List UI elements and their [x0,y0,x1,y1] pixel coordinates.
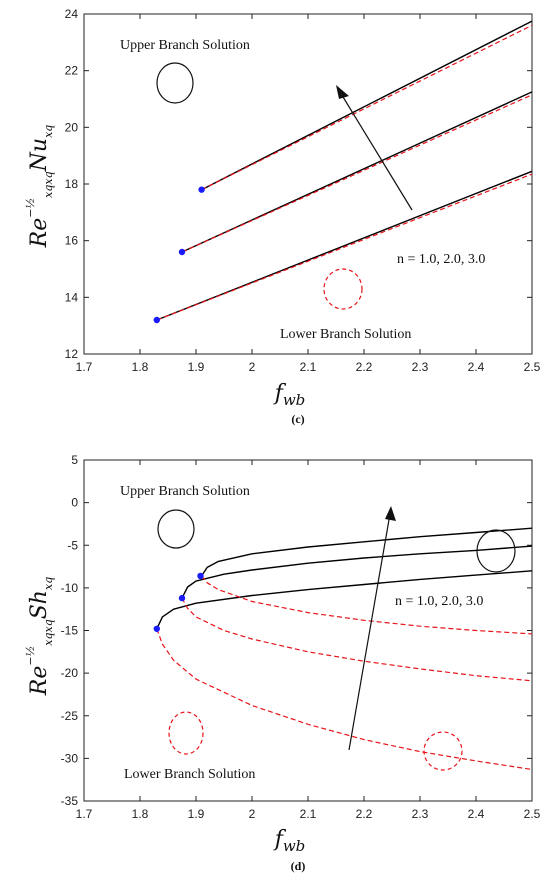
chart-panel-d: 1.7 1.8 1.9 2 2.1 2.2 2.3 2.4 2.5 -35 -30 -25 -20 -15… [24,453,541,873]
upper-branch-line [156,570,533,630]
x-tick-label: 2.4 [468,360,485,374]
plot-area-d [83,459,533,802]
y-label-re: Re [27,218,52,249]
y-label-sub: xqxq [42,171,55,198]
critical-point [153,625,160,632]
x-label-sub: wb [283,837,305,855]
upper-branch-marker [156,62,194,104]
y-tick-label: -5 [67,538,78,552]
annotation-group-d: Upper Branch Solution Lower Branch Solut… [120,484,516,782]
y-tick-label: -15 [61,624,79,638]
x-tick-label: 2.1 [300,360,317,374]
x-tick-label: 2.1 [300,807,317,821]
y-label-exp: −½ [24,646,37,666]
y-tick-label: 18 [65,177,79,191]
panel-caption-c: (c) [291,412,304,426]
y-tick-label: 14 [65,290,79,304]
y-axis-label-c: Re−½ xqxqNuxq [24,125,55,249]
lower-branch-line [156,173,533,321]
x-axis-label-c: fwb [273,381,306,409]
trend-arrow-head [336,85,349,99]
upper-branch-line [181,545,533,599]
lower-branch-line [181,597,533,682]
lower-branch-line [201,575,533,635]
x-tick-label: 1.8 [132,807,149,821]
y-label-nu: Nu [27,138,52,172]
x-tick-label: 1.8 [132,360,149,374]
y-tick-label: -10 [61,581,79,595]
x-tick-label: 1.7 [76,360,93,374]
lower-branch-line [201,24,533,191]
upper-branch-label: Upper Branch Solution [120,484,250,499]
x-tick-label: 2.5 [524,807,541,821]
x-tick-label: 1.9 [188,807,205,821]
annotation-group-c: Upper Branch Solution Lower Branch Solut… [120,38,485,342]
lower-branch-marker [168,711,204,755]
lower-branch-label: Lower Branch Solution [124,767,255,782]
upper-branch-label: Upper Branch Solution [120,38,250,53]
tick-group-c: 1.7 1.8 1.9 2 2.1 2.2 2.3 2.4 2.5 12 14 16 18 20 22 24 [65,7,541,374]
x-axis-label-d: fwb [273,827,306,855]
lower-branch-line [156,628,533,771]
n-values-label: n = 1.0, 2.0, 3.0 [397,252,485,267]
x-tick-label: 2.4 [468,807,485,821]
x-label-sub: wb [283,391,305,409]
trend-arrow [348,513,391,751]
x-tick-label: 2.3 [412,807,429,821]
y-tick-label: 16 [65,234,79,248]
x-tick-label: 1.9 [188,360,205,374]
plot-area-c [83,13,533,355]
y-tick-label: 0 [71,496,78,510]
lower-branch-marker-2 [423,731,463,771]
chart-panel-c: 1.7 1.8 1.9 2 2.1 2.2 2.3 2.4 2.512141618202224 … [24,7,541,426]
critical-point [178,248,186,256]
y-tick-label: 20 [65,120,79,134]
x-tick-label: 2.5 [524,360,541,374]
lower-branch-marker [323,268,363,310]
y-tick-label: -30 [61,751,79,765]
critical-point [197,572,204,580]
y-label-sub2: xq [42,125,55,138]
y-tick-label: 22 [65,64,79,78]
y-tick-label: 24 [65,7,79,21]
lower-branch-label: Lower Branch Solution [280,327,411,342]
x-tick-label: 2 [249,807,256,821]
y-tick-label: 12 [65,347,79,361]
upper-branch-line [201,20,533,191]
upper-branch-marker [157,509,195,549]
x-tick-label: 2.3 [412,360,429,374]
trend-arrow [339,91,413,211]
y-label-exp: −½ [24,198,37,218]
y-tick-label: -25 [61,709,79,723]
upper-branch-line [201,527,533,577]
critical-point [153,316,160,324]
svg-text:Re−½xqxqNuxq: Re−½ xqxqNuxq [24,125,55,249]
svg-text:Re−½xqxqShxq: Re−½ xqxqShxq [24,577,55,696]
y-tick-label: 5 [71,453,78,467]
tick-group-d: 1.7 1.8 1.9 2 2.1 2.2 2.3 2.4 2.5 -35 -30 -25 -20 -15… [61,453,541,821]
y-label-re: Re [27,666,52,697]
y-label-sub2: xq [42,577,55,590]
critical-point [198,186,205,193]
n-values-label: n = 1.0, 2.0, 3.0 [395,594,483,609]
upper-branch-marker-2 [476,529,516,573]
x-tick-label: 1.7 [76,807,93,821]
x-tick-label: 2 [249,360,256,374]
critical-point [178,594,186,602]
y-axis-label-d: Re−½ xqxqShxq [24,577,55,696]
y-label-sub: xqxq [42,619,55,646]
y-tick-label: -20 [61,666,79,680]
y-label-sh: Sh [27,590,52,619]
x-tick-label: 2.2 [356,807,373,821]
trend-arrow-head [385,506,396,521]
x-tick-label: 2.2 [356,360,373,374]
panel-caption-d: (d) [291,859,306,873]
y-tick-label: -35 [61,794,79,808]
series-group-d [153,527,533,771]
series-group-c [153,20,533,324]
